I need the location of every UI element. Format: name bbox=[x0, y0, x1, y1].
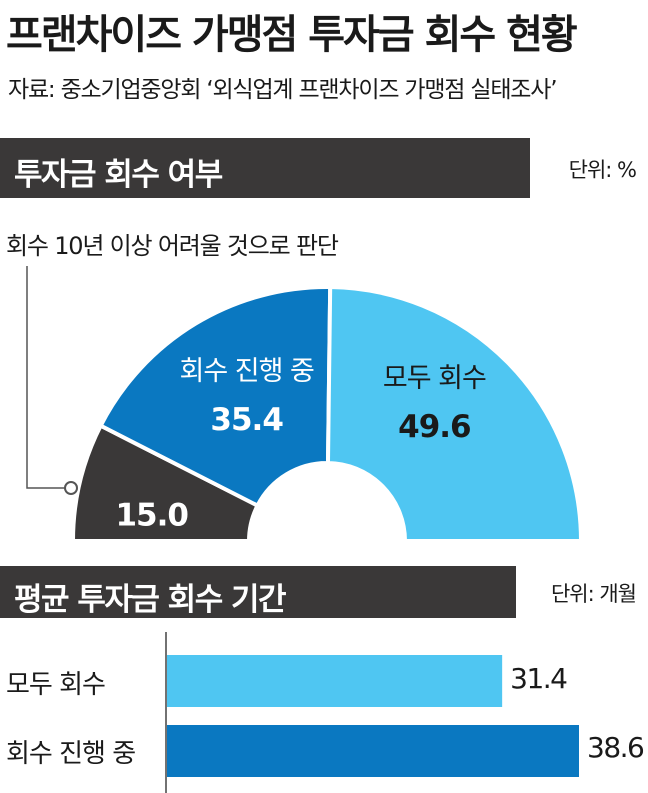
pie-slice bbox=[97, 285, 333, 509]
section-header-recovery-period: 평균 투자금 회수 기간 단위: 개월 bbox=[0, 566, 648, 618]
half-donut-chart: 15.0 회수 진행 중 35.4 모두 회수 49.6 bbox=[26, 266, 584, 543]
bar bbox=[167, 725, 579, 777]
section-header-recovery-status: 투자금 회수 여부 단위: % bbox=[0, 138, 648, 198]
unit-box bbox=[530, 138, 648, 198]
bar-value-label: 38.6 bbox=[587, 731, 645, 764]
slice-category-label: 회수 진행 중 bbox=[179, 356, 314, 387]
bar-value-label: 31.4 bbox=[510, 662, 568, 695]
source-note: 자료: 중소기업중앙회 ‘외식업계 프랜차이즈 가맹점 실태조사’ bbox=[8, 77, 558, 103]
unit-label: 단위: % bbox=[568, 158, 637, 182]
unit-box bbox=[516, 566, 648, 618]
section-title: 투자금 회수 여부 bbox=[14, 157, 223, 193]
bar-category-label: 모두 회수 bbox=[6, 670, 106, 700]
pie-slice bbox=[70, 422, 261, 543]
section-title: 평균 투자금 회수 기간 bbox=[14, 582, 287, 618]
bar bbox=[167, 655, 503, 707]
slice-value-label: 35.4 bbox=[210, 402, 283, 438]
annotation-label: 회수 10년 이상 어려울 것으로 판단 bbox=[6, 232, 339, 260]
page-title: 프랜차이즈 가맹점 투자금 회수 현황 bbox=[6, 12, 578, 58]
unit-label: 단위: 개월 bbox=[550, 582, 637, 606]
annotation-leader-line bbox=[26, 266, 68, 489]
slice-value-label: 15.0 bbox=[115, 497, 188, 533]
annotation-dot bbox=[64, 481, 78, 495]
bar-category-label: 회수 진행 중 bbox=[6, 739, 136, 769]
pie-slice bbox=[325, 284, 584, 543]
slice-category-label: 모두 회수 bbox=[383, 363, 486, 394]
slice-value-label: 49.6 bbox=[398, 409, 471, 445]
